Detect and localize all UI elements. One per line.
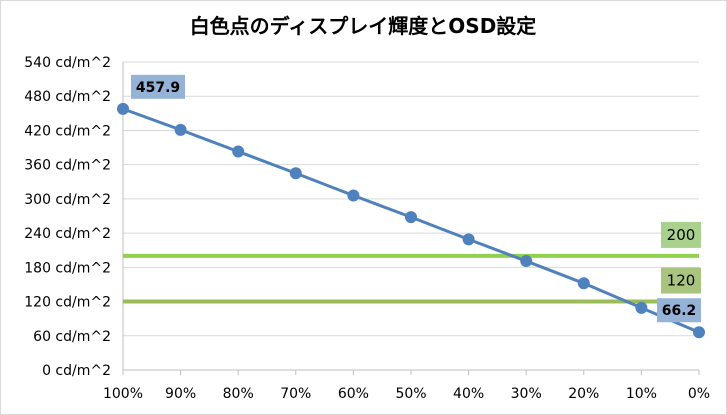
x-tick-label: 50% [395,386,426,402]
data-point-100% [117,102,129,115]
y-tick-label: 60 cd/m^2 [33,329,111,345]
chart-title: 白色点のディスプレイ輝度とOSD設定 [190,14,537,38]
y-tick-label: 360 cd/m^2 [24,158,111,174]
data-point-60% [347,189,360,202]
reference-label-box-200 [661,221,701,248]
y-tick-label: 480 cd/m^2 [24,89,111,105]
data-point-80% [232,145,245,158]
x-tick-label: 100% [103,386,143,402]
data-label-box [657,298,701,323]
data-labels: 457.9 66.2 [131,74,701,323]
x-tick-label: 40% [453,386,484,402]
y-tick-label: 120 cd/m^2 [24,295,111,311]
x-tick-label: 60% [338,386,369,402]
x-tick-label: 20% [568,386,599,402]
data-point-10% [635,301,648,314]
series-layer [117,102,705,339]
data-point-50% [405,211,417,224]
data-label: 457.9 [136,80,180,96]
data-label-box [131,74,185,99]
y-tick-label: 0 cd/m^2 [42,363,111,379]
reference-label-120: 120 [667,272,696,290]
data-point-70% [289,167,302,180]
reference-label-box-120 [661,267,701,294]
x-tick-label: 90% [165,386,196,402]
data-point-90% [174,123,187,136]
data-point-30% [520,255,533,268]
y-tick-label: 420 cd/m^2 [24,123,111,139]
x-tick-label: 30% [511,386,542,402]
x-tick-label: 70% [280,386,311,402]
reference-lines: 200 120 [123,221,701,304]
reference-label-200: 200 [667,226,696,244]
data-point-40% [462,233,475,246]
y-tick-label: 540 cd/m^2 [24,55,111,71]
data-point-20% [577,277,590,290]
x-tick-label: 80% [223,386,254,402]
axis-layer: 0 cd/m^2 60 cd/m^2 120 cd/m^2 180 cd/m^2 240… [24,55,710,402]
y-tick-label: 300 cd/m^2 [24,192,111,208]
data-point-0% [693,326,705,339]
x-tick-label: 10% [626,386,657,402]
data-label: 66.2 [662,303,697,319]
x-tick-label: 0% [688,386,710,402]
y-tick-label: 180 cd/m^2 [24,260,111,276]
y-tick-label: 240 cd/m^2 [24,226,111,242]
